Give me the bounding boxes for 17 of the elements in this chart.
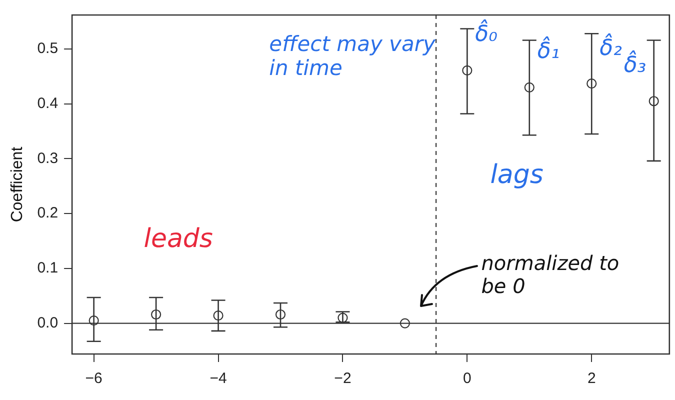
y-tick-label: 0.5 (37, 40, 58, 58)
y-tick-label: 0.4 (37, 95, 58, 112)
annotation: δ̂₂ (600, 36, 622, 61)
x-tick-label: 0 (463, 370, 472, 388)
x-tick-label: 2 (587, 370, 596, 388)
annotation: effect may vary in time (269, 32, 436, 80)
x-tick-label: −2 (334, 370, 352, 388)
y-tick-label: 0.0 (37, 314, 58, 332)
annotation: normalized to be 0 (481, 251, 620, 298)
annotation: lags (490, 160, 544, 191)
y-tick-label: 0.3 (37, 150, 58, 167)
y-axis-title: Coefficient (9, 146, 26, 222)
annotation: leads (144, 224, 214, 256)
x-tick-label: −4 (210, 370, 227, 388)
x-tick-label: −6 (85, 370, 102, 388)
y-tick-label: 0.2 (37, 204, 58, 222)
y-tick-label: 0.1 (37, 260, 58, 277)
